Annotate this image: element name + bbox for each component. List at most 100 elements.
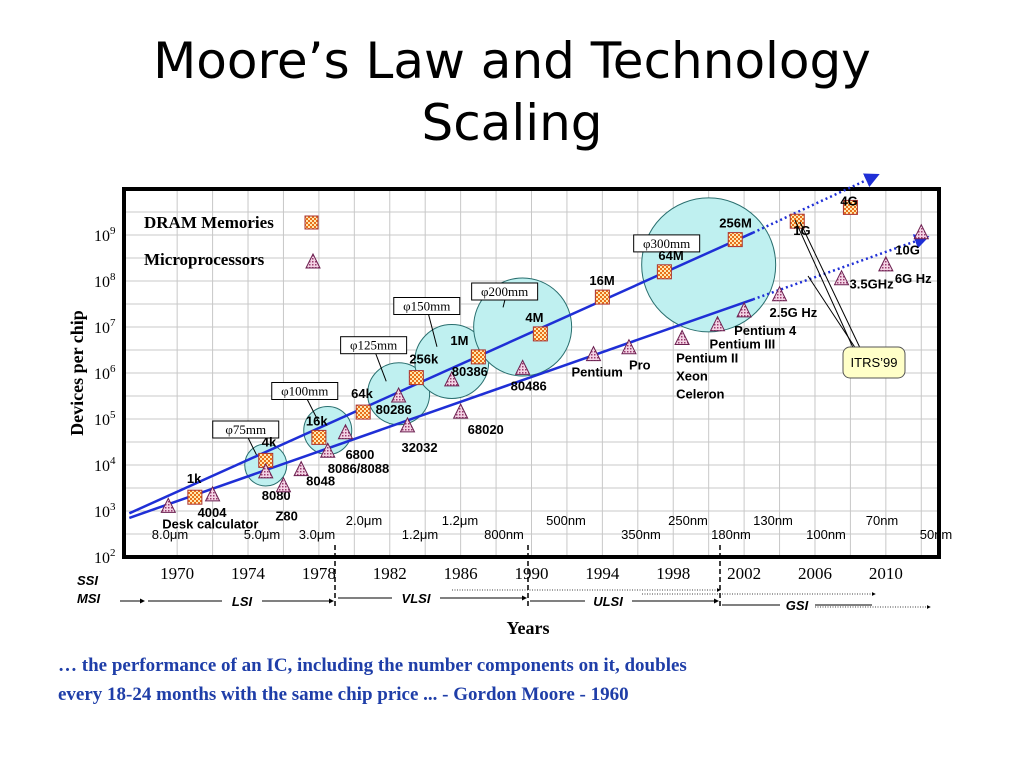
- x-tick-label: 1990: [515, 564, 549, 583]
- wafer-leader: [246, 434, 258, 457]
- feature-size-label: 100nm: [806, 527, 846, 542]
- dram-label: 16k: [306, 413, 328, 428]
- wafer-bubble: [641, 197, 777, 333]
- microprocessor-point: [399, 416, 416, 433]
- y-tick-label: 109: [94, 225, 116, 245]
- title-line-1: Moore’s Law and Technology: [153, 32, 871, 90]
- feature-size-label: 350nm: [621, 527, 661, 542]
- x-tick-label: 2002: [727, 564, 761, 583]
- microprocessor-label: 32032: [401, 440, 437, 455]
- y-tick-label: 107: [94, 317, 116, 337]
- y-tick-label: 105: [94, 409, 116, 429]
- micro-trend-line: [128, 298, 754, 520]
- itrs-callout: ITRS’99: [794, 219, 906, 379]
- microprocessor-point: [736, 301, 752, 318]
- x-tick-label: 1970: [160, 564, 194, 583]
- era-ulsi: ULSI: [593, 594, 623, 609]
- integration-era-strip: SSI MSI LSI VLSI ULSI GSI: [77, 545, 931, 613]
- quote-line-2: every 18-24 months with the same chip pr…: [58, 684, 629, 705]
- microprocessor-label: Pentium: [572, 365, 623, 380]
- microprocessor-label: 6800: [345, 447, 374, 462]
- microprocessor-point: [319, 442, 336, 458]
- dram-point: [842, 199, 858, 215]
- wafer-leader: [374, 350, 387, 382]
- feature-size-label: 1.2μm: [442, 513, 478, 528]
- microprocessor-point: [452, 402, 469, 419]
- dram-point: [532, 326, 548, 342]
- microprocessor-label: 8048: [306, 474, 335, 489]
- dram-point: [408, 370, 424, 386]
- microprocessor-label: 4004: [198, 505, 228, 520]
- era-msi: MSI: [77, 591, 101, 606]
- legend-micro-swatch: [305, 252, 321, 269]
- feature-size-label: 50nm: [920, 527, 953, 542]
- feature-size-label: 250nm: [668, 513, 708, 528]
- microprocessor-label: Pentium 4: [734, 323, 797, 338]
- feature-size-label: 1.2μm: [402, 527, 438, 542]
- era-ssi: SSI: [77, 573, 98, 588]
- dram-point: [355, 404, 371, 420]
- microprocessor-point: [878, 255, 894, 272]
- moore-quote: … the performance of an IC, including th…: [58, 651, 958, 709]
- wafer-label-box: [340, 336, 408, 355]
- itrs-label: ITRS’99: [851, 355, 898, 370]
- wafer-label: φ150mm: [403, 299, 450, 314]
- wafer-leader: [305, 396, 319, 422]
- slide-title: Moore’s Law and Technology Scaling: [0, 30, 1024, 154]
- feature-size-label: 70nm: [866, 513, 899, 528]
- y-tick-label: 103: [94, 501, 116, 521]
- wafer-label: φ200mm: [481, 284, 528, 299]
- dram-label: 64M: [658, 248, 683, 263]
- y-axis-label: Devices per chip: [67, 310, 87, 436]
- dram-label: 256M: [719, 216, 752, 231]
- dram-label: 1M: [450, 333, 468, 348]
- legend-dram-swatch: [304, 215, 319, 230]
- title-line-2: Scaling: [421, 94, 603, 152]
- feature-size-label: 3.0μm: [299, 527, 335, 542]
- legend-micro-label: Microprocessors: [144, 250, 265, 269]
- wafer-label-box: [471, 282, 539, 301]
- x-tick-label: 2006: [798, 564, 832, 583]
- trend-lines: [128, 173, 930, 520]
- microprocessor-point: [160, 497, 177, 513]
- feature-size-label: 800nm: [484, 527, 524, 542]
- legend-dram-label: DRAM Memories: [144, 213, 274, 232]
- wafer-leader: [427, 311, 438, 347]
- microprocessor-point: [204, 485, 221, 502]
- microprocessor-label: 80286: [376, 402, 412, 417]
- microprocessor-label: 6G Hz: [895, 271, 932, 286]
- dram-point: [594, 289, 610, 305]
- microprocessor-point: [913, 223, 930, 240]
- wafer-label-box: [271, 382, 339, 400]
- microprocessor-point: [337, 423, 354, 440]
- wafer-label: φ125mm: [350, 338, 397, 353]
- y-tick-label: 102: [94, 547, 116, 567]
- microprocessor-point: [674, 329, 690, 345]
- dram-point: [470, 349, 486, 365]
- feature-size-label: 8.0μm: [152, 527, 188, 542]
- microprocessor-label: Pentium III: [710, 337, 776, 352]
- feature-size-label: 2.0μm: [346, 513, 382, 528]
- microprocessor-label: 10G: [895, 243, 920, 258]
- x-tick-label: 1978: [302, 564, 336, 583]
- dram-label: 1k: [187, 471, 202, 486]
- dram-label: 16M: [589, 273, 614, 288]
- wafer-bubble: [473, 277, 573, 377]
- feature-size-label: 180nm: [711, 527, 751, 542]
- dram-label: 4G: [840, 193, 857, 208]
- microprocessor-point: [275, 476, 292, 493]
- wafer-label-box: [393, 297, 461, 315]
- quote-line-1: … the performance of an IC, including th…: [58, 655, 687, 676]
- feature-size-label: 500nm: [546, 513, 586, 528]
- wafer-label: φ100mm: [281, 384, 328, 399]
- dram-label: 64k: [351, 386, 373, 401]
- y-tick-label: 106: [94, 363, 116, 383]
- x-tick-label: 1974: [231, 564, 266, 583]
- microprocessor-label: 2.5G Hz: [770, 305, 818, 320]
- microprocessor-label: Desk calculator: [162, 516, 258, 531]
- wafer-label: φ300mm: [643, 236, 690, 251]
- wafer-label-box: [212, 420, 280, 439]
- dram-trend-line: [128, 231, 754, 515]
- microprocessor-point: [257, 462, 274, 479]
